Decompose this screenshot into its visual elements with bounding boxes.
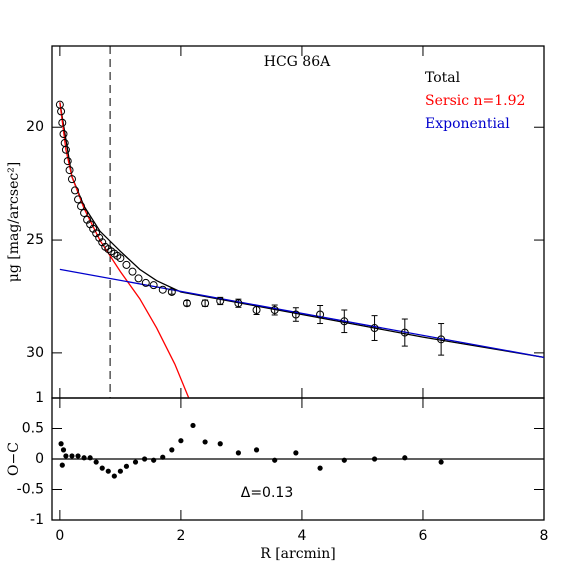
residual-point xyxy=(160,454,166,460)
x-tick-label: 2 xyxy=(176,528,185,544)
residual-point xyxy=(111,473,117,479)
legend-entry: Total xyxy=(425,70,461,86)
data-point xyxy=(63,157,72,166)
residual-point xyxy=(253,447,260,453)
residual-point xyxy=(371,456,378,462)
data-point xyxy=(122,260,131,269)
residual-point xyxy=(235,450,241,456)
residual-point xyxy=(63,453,69,459)
data-point xyxy=(437,335,446,344)
residual-point xyxy=(81,455,87,461)
x-tick-label: 0 xyxy=(55,528,64,544)
residual-point xyxy=(58,441,64,447)
residual-point xyxy=(438,459,444,465)
data-point xyxy=(77,202,86,211)
residual-point xyxy=(75,453,81,459)
residual-point xyxy=(317,465,323,471)
data-point xyxy=(201,299,210,308)
data-point xyxy=(149,281,158,290)
y-axis-label: μg [mag/arcsec²] xyxy=(6,162,22,283)
residual-point xyxy=(217,441,223,447)
data-point xyxy=(340,317,349,326)
residual-point xyxy=(99,465,105,471)
data-point xyxy=(182,299,191,308)
data-point xyxy=(116,254,125,263)
data-point xyxy=(141,278,150,287)
legend-entry: Sersic n=1.92 xyxy=(425,93,525,109)
chart-title: HCG 86A xyxy=(264,54,331,70)
legend-entry: Exponential xyxy=(425,116,510,132)
data-point xyxy=(128,267,137,276)
y-tick-label: 30 xyxy=(26,345,44,361)
data-point xyxy=(67,175,76,184)
data-point xyxy=(134,274,143,283)
residual-point xyxy=(293,450,299,456)
residual-point xyxy=(169,447,175,453)
residual-point xyxy=(69,453,75,459)
data-point xyxy=(80,208,89,217)
residual-point xyxy=(190,422,196,429)
residual-point xyxy=(105,468,111,474)
data-point xyxy=(57,107,66,116)
residual-point xyxy=(402,455,408,461)
model-line xyxy=(59,102,190,398)
data-point xyxy=(400,328,409,337)
data-point xyxy=(58,118,67,127)
data-point xyxy=(59,130,68,138)
data-point xyxy=(61,145,70,154)
data-point xyxy=(167,287,176,296)
residual-point xyxy=(272,457,278,463)
y-tick-label: 25 xyxy=(26,232,44,248)
y-tick-label: -0.5 xyxy=(17,482,44,498)
data-point xyxy=(70,186,79,195)
y-tick-label: -1 xyxy=(30,512,44,528)
data-point xyxy=(65,166,74,175)
residual-point xyxy=(141,456,148,462)
data-point xyxy=(216,296,225,305)
data-point xyxy=(158,285,167,294)
annotation: Δ=0.13 xyxy=(241,485,293,501)
residual-point xyxy=(117,468,123,474)
data-point xyxy=(370,324,379,333)
model-line xyxy=(59,268,544,359)
residual-point xyxy=(132,459,139,465)
data-point xyxy=(252,306,261,314)
y-tick-label: 0.5 xyxy=(22,421,44,437)
residual-point xyxy=(178,438,184,444)
data-point xyxy=(291,310,300,319)
residual-point xyxy=(151,457,157,463)
residual-point xyxy=(93,459,99,465)
data-point xyxy=(316,310,325,319)
x-tick-label: 8 xyxy=(540,528,549,544)
y-tick-label: 1 xyxy=(35,390,44,406)
x-axis-label: R [arcmin] xyxy=(260,546,336,562)
residual-point xyxy=(87,455,93,461)
y-tick-label: 20 xyxy=(26,119,44,135)
y-axis-label: O−C xyxy=(6,442,22,476)
residual-point xyxy=(59,462,65,468)
y-tick-label: 0 xyxy=(35,451,44,467)
residual-point xyxy=(60,447,67,453)
residual-point xyxy=(202,439,208,445)
residual-point xyxy=(123,463,130,469)
data-point xyxy=(74,195,83,204)
x-tick-label: 6 xyxy=(419,528,428,544)
residual-point xyxy=(341,457,347,463)
data-point xyxy=(270,306,279,314)
x-tick-label: 4 xyxy=(297,528,306,544)
data-point xyxy=(234,299,243,308)
